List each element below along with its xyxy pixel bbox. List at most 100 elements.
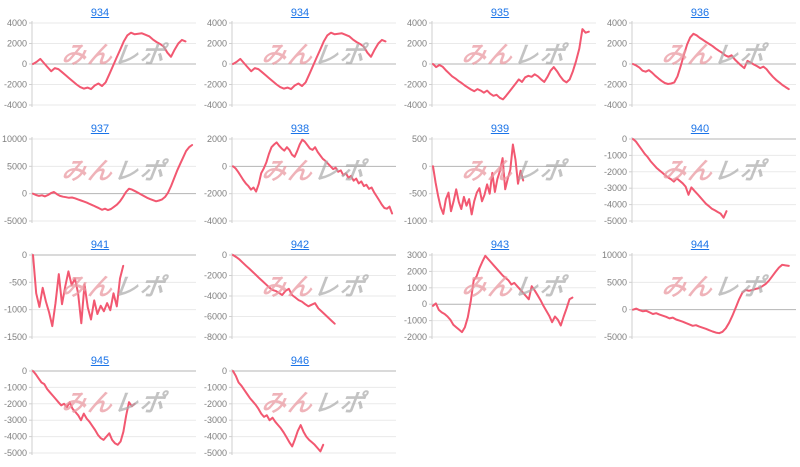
svg-text:3000: 3000 (407, 250, 427, 260)
svg-text:-3000: -3000 (4, 415, 27, 425)
payout-line-chart: 4000 2000 0 -2000 -4000 (404, 18, 596, 110)
chart-cell: 940 0 -1000 -2000 -3000 -4000 -5000 みんレポ (600, 117, 800, 233)
payout-line-chart: 10000 5000 0 -5000 (602, 250, 796, 342)
svg-text:-1000: -1000 (404, 216, 427, 226)
payout-line-chart: 2000 0 -2000 -4000 (204, 134, 396, 226)
svg-text:-5000: -5000 (604, 332, 627, 342)
chart-cell: 943 3000 2000 1000 0 -1000 -2000 みんレポ (400, 233, 600, 349)
machine-number-link[interactable]: 939 (490, 123, 510, 135)
svg-text:4000: 4000 (207, 18, 227, 28)
svg-text:-8000: -8000 (204, 332, 227, 342)
svg-text:0: 0 (422, 161, 427, 171)
chart-cell: 938 2000 0 -2000 -4000 みんレポ (200, 117, 400, 233)
svg-text:0: 0 (22, 189, 27, 199)
payout-line-chart: 10000 5000 0 -5000 (2, 134, 196, 226)
chart-title: 943 (400, 233, 600, 251)
svg-text:-4000: -4000 (4, 100, 27, 110)
svg-text:-4000: -4000 (204, 100, 227, 110)
payout-line-chart: 0 -2000 -4000 -6000 -8000 (204, 250, 396, 342)
svg-text:0: 0 (222, 366, 227, 376)
chart-plot-area: 500 0 -500 -1000 みんレポ (400, 133, 600, 233)
svg-text:0: 0 (222, 161, 227, 171)
machine-number-link[interactable]: 935 (490, 7, 510, 19)
svg-text:-2000: -2000 (604, 167, 627, 177)
chart-cell: 944 10000 5000 0 -5000 みんレポ (600, 233, 800, 349)
svg-text:0: 0 (422, 59, 427, 69)
chart-plot-area: 4000 2000 0 -2000 -4000 みんレポ (600, 17, 800, 117)
svg-text:-1000: -1000 (604, 150, 627, 160)
machine-number-link[interactable]: 936 (690, 7, 710, 19)
svg-text:-1500: -1500 (4, 332, 27, 342)
svg-text:2000: 2000 (407, 266, 427, 276)
svg-text:-1000: -1000 (4, 382, 27, 392)
chart-title: 945 (0, 349, 200, 367)
svg-text:-5000: -5000 (204, 448, 227, 458)
svg-text:10000: 10000 (2, 134, 27, 144)
svg-text:2000: 2000 (7, 39, 27, 49)
chart-title: 940 (600, 117, 800, 135)
svg-text:-1000: -1000 (4, 305, 27, 315)
svg-text:-2000: -2000 (204, 271, 227, 281)
chart-cell: 942 0 -2000 -4000 -6000 -8000 みんレポ (200, 233, 400, 349)
svg-text:0: 0 (22, 250, 27, 260)
chart-cell: 946 0 -1000 -2000 -3000 -4000 -5000 みんレポ (200, 349, 400, 465)
chart-plot-area: 4000 2000 0 -2000 -4000 みんレポ (200, 17, 400, 117)
svg-text:0: 0 (22, 366, 27, 376)
chart-plot-area: 0 -1000 -2000 -3000 -4000 -5000 みんレポ (600, 133, 800, 233)
payout-line-chart: 4000 2000 0 -2000 -4000 (204, 18, 396, 110)
machine-number-link[interactable]: 945 (90, 355, 110, 367)
machine-number-link[interactable]: 937 (90, 123, 110, 135)
chart-title: 946 (200, 349, 400, 367)
svg-text:-2000: -2000 (4, 399, 27, 409)
svg-text:5000: 5000 (607, 277, 627, 287)
chart-plot-area: 2000 0 -2000 -4000 みんレポ (200, 133, 400, 233)
machine-number-link[interactable]: 946 (290, 355, 310, 367)
chart-plot-area: 0 -1000 -2000 -3000 -4000 -5000 みんレポ (200, 365, 400, 465)
svg-text:4000: 4000 (607, 18, 627, 28)
machine-number-link[interactable]: 941 (90, 239, 110, 251)
chart-plot-area: 3000 2000 1000 0 -1000 -2000 みんレポ (400, 249, 600, 349)
chart-cell: 934 4000 2000 0 -2000 -4000 みんレポ (0, 1, 200, 117)
svg-text:-2000: -2000 (404, 80, 427, 90)
svg-text:5000: 5000 (7, 161, 27, 171)
chart-plot-area: 4000 2000 0 -2000 -4000 みんレポ (400, 17, 600, 117)
chart-title: 941 (0, 233, 200, 251)
machine-number-link[interactable]: 943 (490, 239, 510, 251)
svg-text:-4000: -4000 (404, 100, 427, 110)
chart-plot-area: 0 -2000 -4000 -6000 -8000 みんレポ (200, 249, 400, 349)
svg-text:-5000: -5000 (4, 216, 27, 226)
svg-text:-1000: -1000 (404, 316, 427, 326)
machine-number-link[interactable]: 940 (690, 123, 710, 135)
svg-text:-3000: -3000 (204, 415, 227, 425)
svg-text:0: 0 (622, 134, 627, 144)
svg-text:-4000: -4000 (204, 291, 227, 301)
machine-number-link[interactable]: 944 (690, 239, 710, 251)
chart-plot-area: 4000 2000 0 -2000 -4000 みんレポ (0, 17, 200, 117)
chart-title: 934 (200, 1, 400, 19)
svg-text:-4000: -4000 (204, 432, 227, 442)
svg-text:2000: 2000 (607, 39, 627, 49)
payout-line-chart: 3000 2000 1000 0 -1000 -2000 (404, 250, 596, 342)
svg-text:-2000: -2000 (204, 189, 227, 199)
payout-line-chart: 0 -500 -1000 -1500 (4, 250, 196, 342)
machine-number-link[interactable]: 938 (290, 123, 310, 135)
machine-number-link[interactable]: 942 (290, 239, 310, 251)
svg-text:0: 0 (222, 250, 227, 260)
machine-number-link[interactable]: 934 (290, 7, 310, 19)
svg-text:-4000: -4000 (604, 200, 627, 210)
chart-title: 935 (400, 1, 600, 19)
svg-text:-4000: -4000 (204, 216, 227, 226)
payout-line-chart: 4000 2000 0 -2000 -4000 (4, 18, 196, 110)
svg-text:4000: 4000 (407, 18, 427, 28)
svg-text:10000: 10000 (602, 250, 627, 260)
svg-text:-2000: -2000 (204, 399, 227, 409)
svg-text:-5000: -5000 (604, 216, 627, 226)
svg-text:-4000: -4000 (604, 100, 627, 110)
svg-text:500: 500 (412, 134, 427, 144)
svg-text:-2000: -2000 (204, 80, 227, 90)
chart-title: 939 (400, 117, 600, 135)
svg-text:-500: -500 (9, 277, 27, 287)
machine-number-link[interactable]: 934 (90, 7, 110, 19)
payout-line-chart: 500 0 -500 -1000 (404, 134, 596, 226)
